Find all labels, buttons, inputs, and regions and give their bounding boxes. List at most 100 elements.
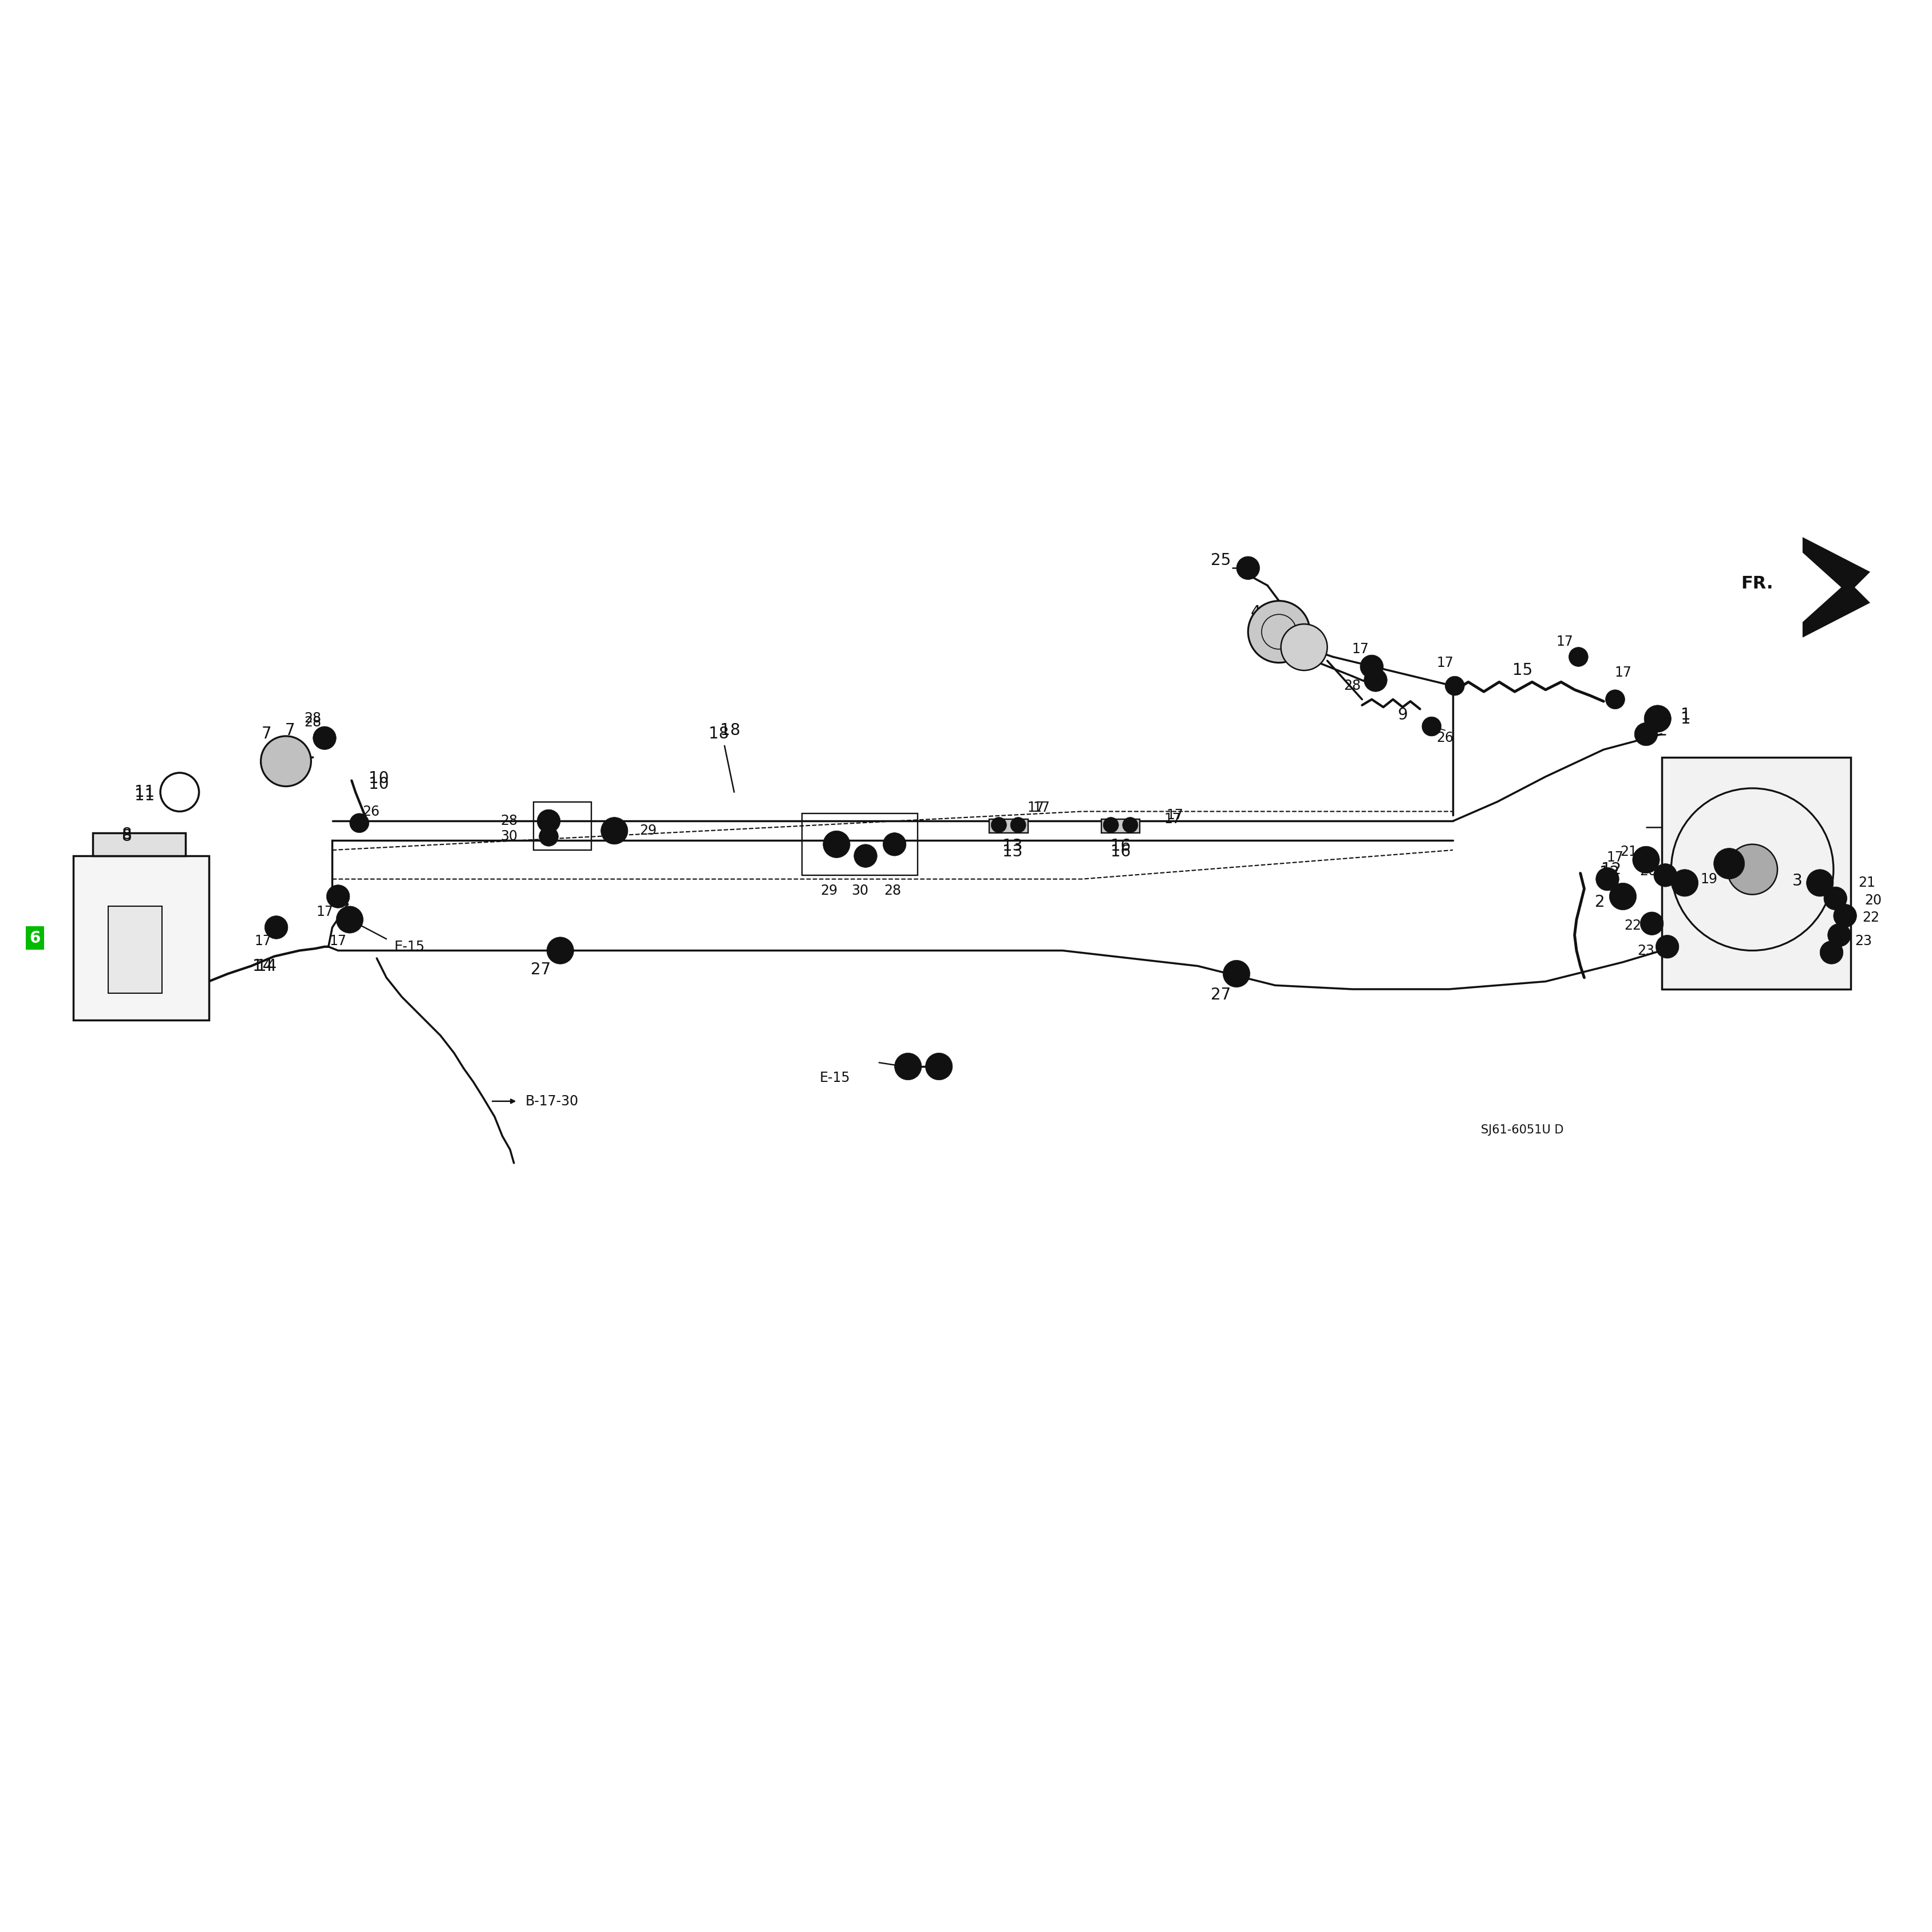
Text: 28: 28	[1345, 678, 1360, 694]
Circle shape	[895, 1053, 922, 1080]
Text: 24: 24	[1748, 856, 1768, 871]
Text: 3: 3	[1793, 873, 1803, 889]
Text: 7: 7	[284, 723, 296, 738]
Text: 17: 17	[1034, 800, 1049, 815]
Text: FR.: FR.	[1741, 576, 1774, 591]
Circle shape	[1010, 817, 1026, 833]
Text: 17: 17	[1437, 655, 1453, 670]
Circle shape	[823, 831, 850, 858]
Circle shape	[1633, 846, 1660, 873]
Bar	[93, 833, 185, 856]
Circle shape	[1422, 717, 1441, 736]
Text: 27: 27	[1211, 987, 1231, 1003]
Circle shape	[1824, 887, 1847, 910]
Text: 28: 28	[305, 711, 321, 726]
Text: 23: 23	[1855, 933, 1872, 949]
Circle shape	[547, 937, 574, 964]
Text: 22: 22	[1862, 910, 1880, 925]
Text: 29: 29	[639, 823, 657, 838]
Circle shape	[1364, 668, 1387, 692]
Text: 11: 11	[135, 784, 155, 800]
Text: E-15: E-15	[819, 1070, 850, 1086]
Text: 22: 22	[1625, 918, 1640, 933]
Text: 14: 14	[253, 958, 272, 974]
Text: 17: 17	[1615, 665, 1631, 680]
Circle shape	[350, 813, 369, 833]
Circle shape	[1103, 817, 1119, 833]
Text: 30: 30	[500, 829, 518, 844]
Text: 29: 29	[821, 883, 837, 898]
Text: 20: 20	[1864, 893, 1882, 908]
Circle shape	[1605, 690, 1625, 709]
Text: 8: 8	[122, 829, 131, 844]
Text: 13: 13	[1003, 844, 1022, 860]
Text: 1: 1	[1681, 711, 1690, 726]
Circle shape	[1806, 869, 1833, 896]
Text: 27: 27	[531, 962, 551, 978]
Circle shape	[1644, 705, 1671, 732]
Circle shape	[265, 916, 288, 939]
Circle shape	[925, 1053, 952, 1080]
Text: 10: 10	[369, 771, 388, 786]
Text: 17: 17	[1028, 800, 1043, 815]
Polygon shape	[1803, 537, 1870, 638]
Circle shape	[1596, 867, 1619, 891]
Text: 17: 17	[1352, 641, 1368, 657]
Circle shape	[313, 726, 336, 750]
Text: 21: 21	[1621, 844, 1636, 860]
Text: 7: 7	[261, 726, 272, 742]
Circle shape	[1656, 935, 1679, 958]
Text: 2: 2	[1594, 895, 1605, 910]
Text: 17: 17	[1557, 634, 1573, 649]
Bar	[73, 856, 209, 1020]
Circle shape	[854, 844, 877, 867]
Text: 13: 13	[1003, 838, 1022, 854]
Text: 17: 17	[255, 933, 270, 949]
Text: 26: 26	[1437, 730, 1453, 746]
Circle shape	[1248, 601, 1310, 663]
Text: 17: 17	[1165, 811, 1180, 827]
Circle shape	[1640, 912, 1663, 935]
Bar	[1101, 819, 1140, 833]
Bar	[533, 802, 591, 850]
Circle shape	[1445, 676, 1464, 696]
Circle shape	[1122, 817, 1138, 833]
Circle shape	[1609, 883, 1636, 910]
Circle shape	[883, 833, 906, 856]
Circle shape	[1714, 848, 1745, 879]
Circle shape	[1654, 864, 1677, 887]
Text: 17: 17	[317, 904, 332, 920]
Circle shape	[1569, 647, 1588, 667]
Circle shape	[537, 810, 560, 833]
Circle shape	[1671, 869, 1698, 896]
Circle shape	[1360, 655, 1383, 678]
Text: 23: 23	[1638, 943, 1654, 958]
Circle shape	[1236, 556, 1260, 580]
Text: 18: 18	[721, 723, 740, 738]
Text: 8: 8	[122, 827, 131, 842]
Circle shape	[1828, 923, 1851, 947]
Circle shape	[1833, 904, 1857, 927]
Text: B-17-30: B-17-30	[526, 1094, 580, 1109]
Circle shape	[1727, 844, 1777, 895]
Text: 17: 17	[1167, 808, 1182, 823]
Bar	[108, 906, 162, 993]
Circle shape	[539, 827, 558, 846]
Text: E-15: E-15	[394, 939, 425, 954]
Text: 17: 17	[330, 933, 346, 949]
Text: 5: 5	[1275, 626, 1287, 641]
Text: SJ61-6051U D: SJ61-6051U D	[1482, 1124, 1563, 1136]
Bar	[1662, 757, 1851, 989]
Text: 18: 18	[709, 726, 728, 742]
Text: 19: 19	[1700, 871, 1718, 887]
Text: 28: 28	[500, 813, 518, 829]
Text: 25: 25	[1211, 553, 1231, 568]
Circle shape	[601, 817, 628, 844]
Circle shape	[1223, 960, 1250, 987]
Bar	[989, 819, 1028, 833]
Circle shape	[1820, 941, 1843, 964]
Text: 9: 9	[1397, 707, 1408, 723]
Text: 16: 16	[1111, 838, 1130, 854]
Text: 20: 20	[1640, 864, 1656, 879]
Circle shape	[1634, 723, 1658, 746]
